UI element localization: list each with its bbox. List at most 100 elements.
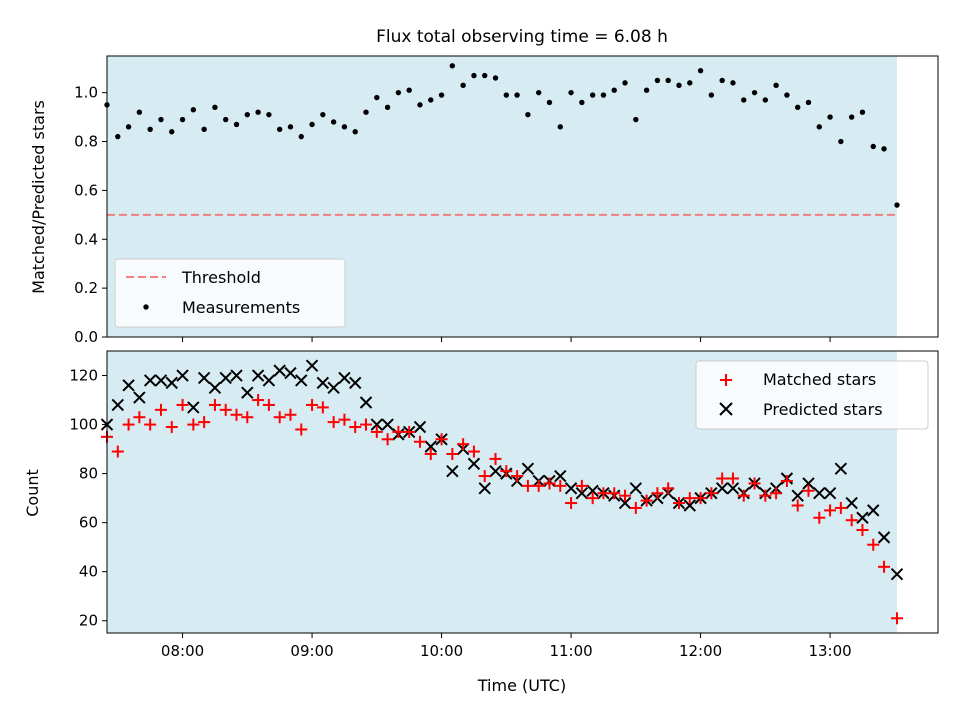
measurement-point bbox=[795, 104, 801, 111]
top-plot-frame bbox=[106, 55, 939, 338]
measurement-point bbox=[244, 111, 250, 118]
measurement-point bbox=[589, 92, 596, 98]
predicted-point bbox=[726, 482, 740, 495]
measurement-point bbox=[169, 129, 175, 135]
matched-point bbox=[176, 398, 189, 411]
matched-point bbox=[867, 538, 880, 551]
predicted-point bbox=[877, 531, 891, 544]
matched-point bbox=[791, 499, 804, 512]
predicted-point bbox=[715, 482, 729, 495]
matched-point bbox=[198, 416, 211, 429]
matched-point bbox=[381, 433, 394, 446]
measurement-points bbox=[104, 63, 900, 208]
measurement-point bbox=[406, 87, 412, 93]
measurement-point bbox=[320, 111, 326, 118]
predicted-point bbox=[359, 396, 373, 409]
measurement-point bbox=[395, 89, 402, 96]
matched-point bbox=[672, 497, 685, 510]
matched-point bbox=[457, 438, 470, 451]
top-ytick-label-3: 0.6 bbox=[74, 181, 98, 199]
matched-point bbox=[306, 398, 319, 411]
measurement-point bbox=[751, 89, 758, 96]
matched-point bbox=[511, 470, 524, 483]
legend-predicted-swatch bbox=[719, 402, 733, 416]
predicted-point bbox=[154, 374, 168, 387]
predicted-point bbox=[629, 482, 643, 495]
measurement-point bbox=[557, 124, 563, 130]
matched-point bbox=[608, 487, 621, 500]
predicted-point bbox=[867, 504, 880, 517]
matched-point bbox=[500, 465, 513, 478]
measurement-point bbox=[125, 124, 132, 130]
matched-point bbox=[629, 501, 642, 514]
matched-point bbox=[521, 479, 534, 492]
predicted-point bbox=[208, 381, 222, 394]
matched-point bbox=[413, 435, 426, 448]
predicted-point bbox=[143, 374, 157, 387]
matched-point bbox=[770, 487, 783, 500]
matched-point bbox=[230, 408, 243, 421]
matched-point bbox=[467, 445, 480, 458]
matched-point bbox=[208, 398, 221, 411]
measurement-point bbox=[352, 129, 358, 135]
matched-point bbox=[241, 411, 254, 424]
measurement-point bbox=[535, 89, 542, 96]
measurement-point bbox=[341, 124, 348, 130]
measurement-point bbox=[894, 202, 900, 208]
predicted-point bbox=[424, 440, 437, 453]
predicted-point bbox=[478, 482, 491, 495]
matched-point bbox=[575, 479, 588, 492]
legend-matched-label: Matched stars bbox=[763, 370, 876, 389]
measurement-point bbox=[309, 121, 315, 128]
measurement-point bbox=[784, 92, 790, 98]
predicted-point bbox=[802, 477, 815, 490]
matched-point bbox=[856, 524, 869, 537]
matched-point bbox=[716, 472, 729, 485]
measurement-point bbox=[805, 99, 812, 106]
measurement-point bbox=[870, 143, 876, 150]
measurement-point bbox=[546, 99, 553, 106]
predicted-point bbox=[564, 482, 578, 495]
measurement-point bbox=[719, 77, 725, 84]
matched-point bbox=[694, 492, 707, 505]
matched-point bbox=[187, 418, 200, 431]
predicted-point bbox=[618, 496, 632, 510]
matched-point bbox=[780, 474, 793, 487]
bottom-ytick-label-5: 120 bbox=[69, 367, 98, 385]
matched-point bbox=[295, 423, 308, 436]
x-axis-label: Time (UTC) bbox=[477, 676, 566, 695]
matched-point bbox=[813, 511, 826, 524]
matched-point bbox=[489, 452, 502, 465]
measurement-point bbox=[611, 87, 617, 93]
predicted-point bbox=[554, 469, 567, 483]
measurement-point bbox=[643, 87, 650, 93]
measurement-point bbox=[363, 109, 369, 115]
xtick-label-1: 09:00 bbox=[290, 642, 333, 660]
measurement-point bbox=[741, 97, 747, 103]
bottom-ylabel: Count bbox=[23, 469, 42, 517]
predicted-point bbox=[791, 489, 804, 502]
bottom-panel: 20 40 60 80 100 120 08:00 09:00 10:00 11:00 12:00… bbox=[23, 350, 939, 695]
predicted-point bbox=[197, 371, 211, 385]
measurement-point bbox=[233, 121, 240, 128]
matched-point bbox=[597, 487, 610, 500]
xtick-label-5: 13:00 bbox=[808, 642, 851, 660]
matched-point bbox=[802, 484, 815, 497]
measurement-point bbox=[881, 146, 887, 152]
matched-point bbox=[834, 501, 847, 514]
matched-point bbox=[619, 489, 632, 502]
predicted-point bbox=[586, 484, 599, 497]
top-ylabel: Matched/Predicted stars bbox=[29, 100, 48, 294]
measurement-point bbox=[838, 138, 844, 145]
top-ytick-label-1: 0.2 bbox=[74, 279, 98, 297]
predicted-point bbox=[823, 487, 837, 500]
predicted-point bbox=[165, 376, 178, 390]
bottom-legend-box bbox=[695, 360, 929, 430]
matched-point bbox=[144, 418, 157, 431]
measurement-point bbox=[514, 92, 520, 98]
legend-threshold-label: Threshold bbox=[181, 268, 261, 287]
predicted-point bbox=[133, 391, 146, 404]
matched-point bbox=[338, 413, 351, 426]
matched-point bbox=[662, 482, 675, 495]
